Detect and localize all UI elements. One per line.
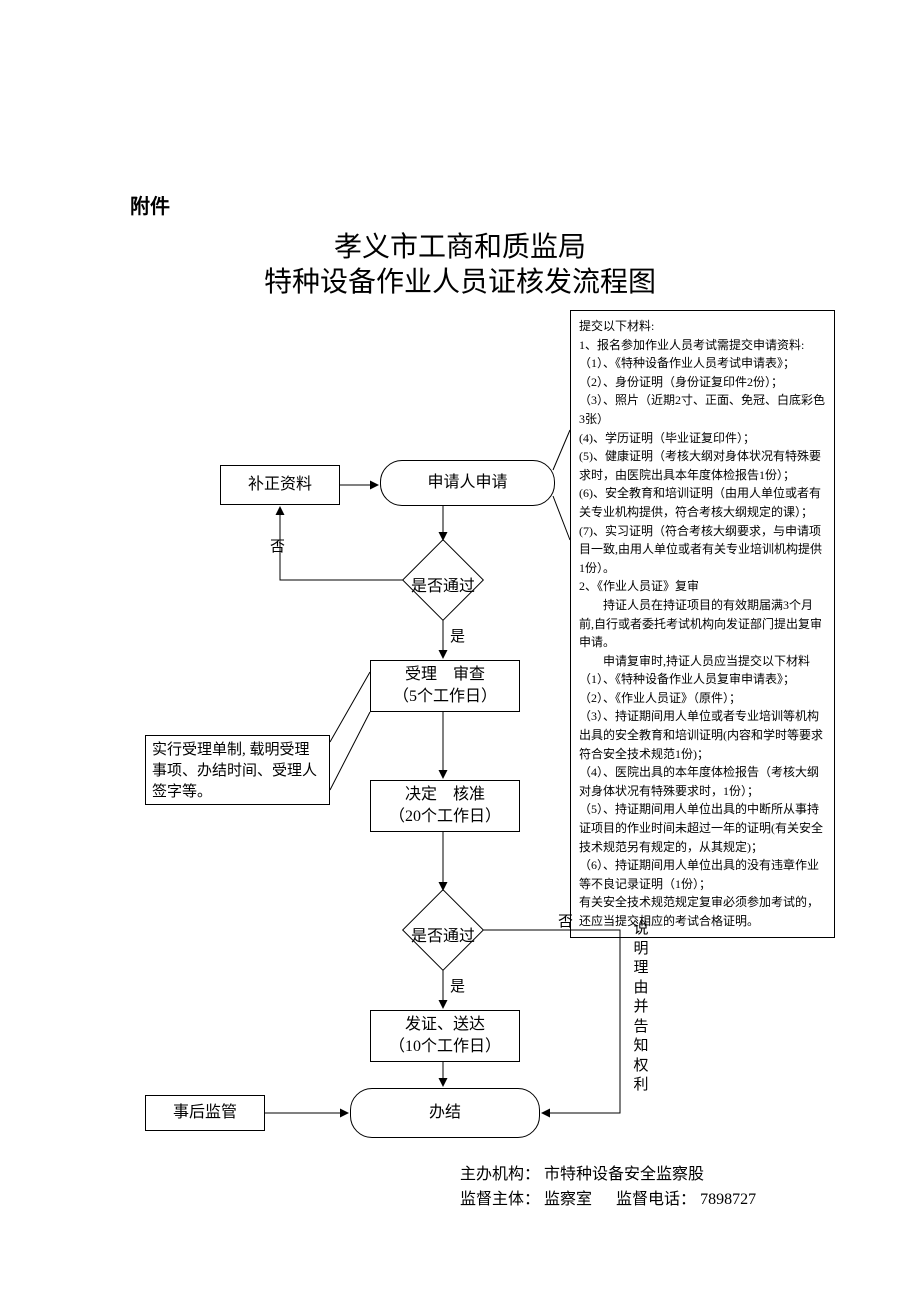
node-decision-1-label: 是否通过 bbox=[410, 572, 476, 596]
materials-line: （5）、持证期间用人单位出具的中断所从事持证项目的作业时间未超过一年的证明(有关… bbox=[579, 800, 826, 856]
title-line-2: 特种设备作业人员证核发流程图 bbox=[0, 260, 920, 300]
footer-phone-value: 7898727 bbox=[700, 1191, 756, 1208]
materials-line: 1、报名参加作业人员考试需提交申请资料: bbox=[579, 336, 826, 355]
footer-super-value: 监察室 bbox=[544, 1191, 592, 1208]
attachment-label: 附件 bbox=[130, 190, 170, 219]
footer-super: 监督主体： 监察室 监督电话： 7898727 bbox=[460, 1185, 756, 1209]
materials-line: 2、《作业人员证》复审 bbox=[579, 577, 826, 596]
node-review-label: 受理 审查 （5个工作日） bbox=[393, 664, 497, 709]
node-decision-2-label: 是否通过 bbox=[410, 922, 476, 946]
materials-box: 提交以下材料: 1、报名参加作业人员考试需提交申请资料: （1）、《特种设备作业… bbox=[570, 310, 835, 938]
node-correct: 补正资料 bbox=[220, 465, 340, 505]
node-receipt-note: 实行受理单制, 载明受理事项、办结时间、受理人签字等。 bbox=[145, 735, 330, 805]
materials-line: 持证人员在持证项目的有效期届满3个月前,自行或者委托考试机构向发证部门提出复审申… bbox=[579, 596, 826, 652]
node-review: 受理 审查 （5个工作日） bbox=[370, 660, 520, 712]
footer-org-value: 市特种设备安全监察股 bbox=[544, 1166, 704, 1183]
node-supervise: 事后监管 bbox=[145, 1095, 265, 1131]
materials-line: 申请复审时,持证人员应当提交以下材料 bbox=[579, 652, 826, 671]
materials-line: (5)、健康证明（考核大纲对身体状况有特殊要求时，由医院出具本年度体检报告1份）… bbox=[579, 447, 826, 484]
materials-line: （2）、身份证明（身份证复印件2份）； bbox=[579, 373, 826, 392]
node-issue: 发证、送达 （10个工作日） bbox=[370, 1010, 520, 1062]
label-no-1: 否 bbox=[270, 535, 285, 556]
footer-super-label: 监督主体： bbox=[460, 1191, 540, 1208]
node-complete: 办结 bbox=[350, 1088, 540, 1138]
footer-org-label: 主办机构： bbox=[460, 1166, 540, 1183]
materials-line: (4)、学历证明（毕业证复印件）； bbox=[579, 429, 826, 448]
materials-line: （2）、《作业人员证》（原件）； bbox=[579, 689, 826, 708]
node-supervise-label: 事后监管 bbox=[173, 1102, 237, 1124]
node-apply: 申请人申请 bbox=[380, 460, 555, 506]
materials-line: （3）、照片（近期2寸、正面、免冠、白底彩色3张） bbox=[579, 391, 826, 428]
node-issue-label: 发证、送达 （10个工作日） bbox=[389, 1014, 501, 1059]
node-apply-label: 申请人申请 bbox=[427, 472, 507, 494]
materials-line: 提交以下材料: bbox=[579, 317, 826, 336]
node-receipt-note-label: 实行受理单制, 载明受理事项、办结时间、受理人签字等。 bbox=[152, 740, 323, 803]
node-correct-label: 补正资料 bbox=[248, 474, 312, 496]
node-approve-label: 决定 核准 （20个工作日） bbox=[389, 784, 501, 829]
label-explain: 说明理由并告知权利 bbox=[633, 920, 649, 1096]
title-line-1: 孝义市工商和质监局 bbox=[0, 225, 920, 265]
label-yes-2: 是 bbox=[450, 975, 465, 996]
node-complete-label: 办结 bbox=[429, 1102, 461, 1124]
node-approve: 决定 核准 （20个工作日） bbox=[370, 780, 520, 832]
materials-line: （6）、持证期间用人单位出具的没有违章作业等不良记录证明（1份）； bbox=[579, 856, 826, 893]
materials-line: （1）、《特种设备作业人员考试申请表》； bbox=[579, 354, 826, 373]
materials-line: (6)、安全教育和培训证明（由用人单位或者有关专业机构提供，符合考核大纲规定的课… bbox=[579, 484, 826, 521]
materials-line: （4）、医院出具的本年度体检报告（考核大纲对身体状况有特殊要求时，1份）； bbox=[579, 763, 826, 800]
footer-org: 主办机构： 市特种设备安全监察股 bbox=[460, 1160, 704, 1184]
footer-phone-label: 监督电话： bbox=[616, 1191, 696, 1208]
materials-line: （1）、《特种设备作业人员复审申请表》； bbox=[579, 670, 826, 689]
materials-line: (7)、实习证明（符合考核大纲要求，与申请项目一致,由用人单位或者有关专业培训机… bbox=[579, 522, 826, 578]
label-yes-1: 是 bbox=[450, 625, 465, 646]
materials-line: （3）、持证期间用人单位或者专业培训等机构出具的安全教育和培训证明(内容和学时等… bbox=[579, 707, 826, 763]
materials-line: 有关安全技术规范规定复审必须参加考试的，还应当提交相应的考试合格证明。 bbox=[579, 893, 826, 930]
